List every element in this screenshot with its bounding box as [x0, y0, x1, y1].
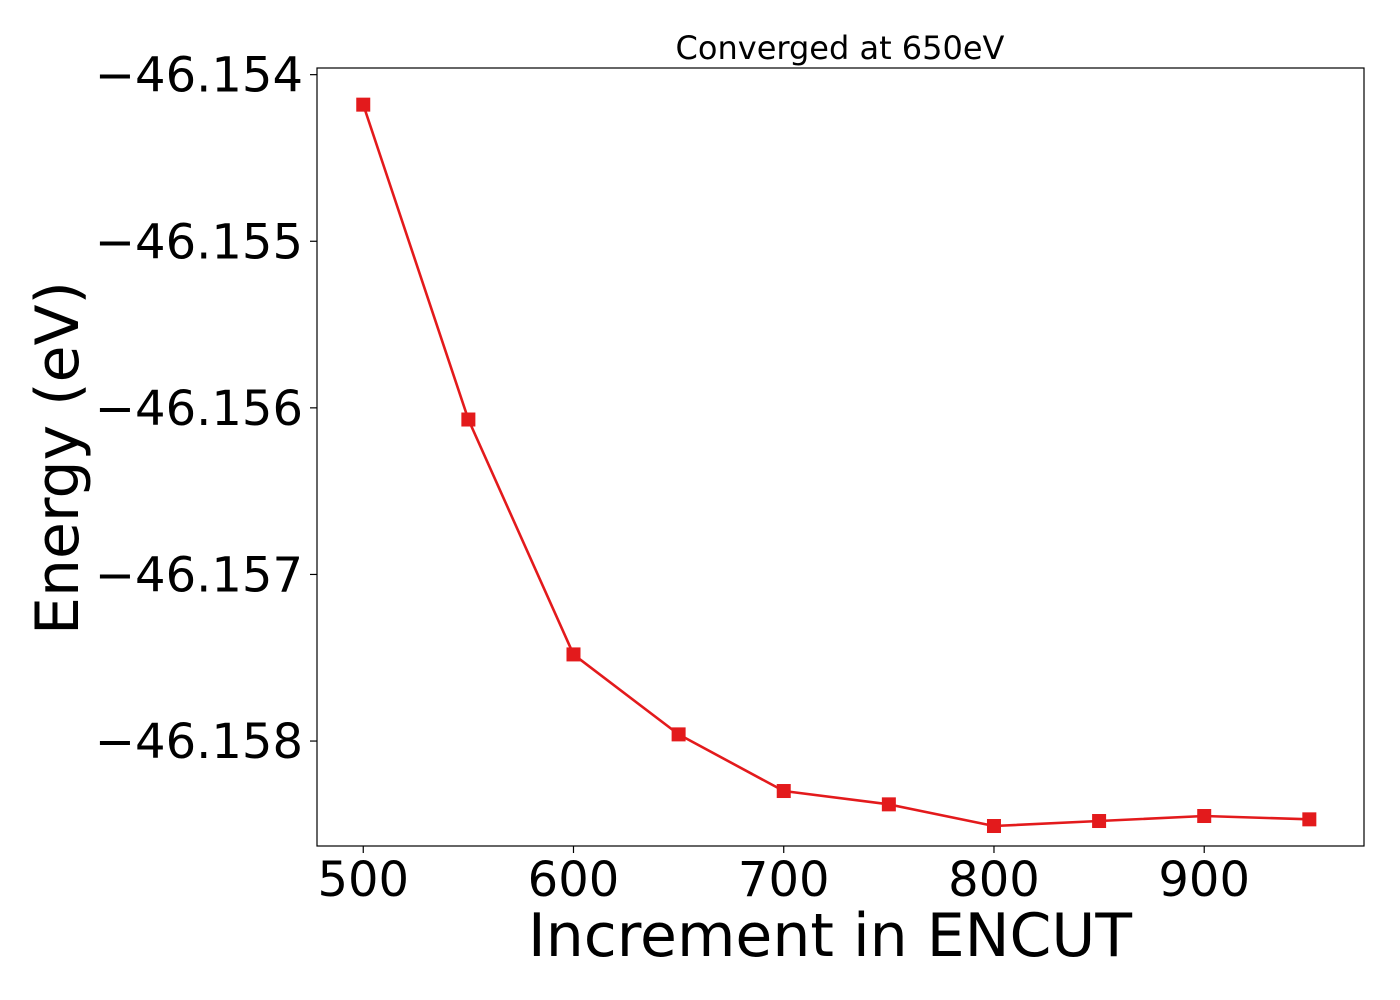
data-point-marker	[776, 784, 791, 799]
y-tick-label: −46.156	[95, 381, 303, 437]
series-line	[362, 104, 1310, 828]
data-point-marker	[1302, 812, 1317, 827]
x-tick-label: 900	[1158, 852, 1250, 908]
data-point-marker	[356, 97, 371, 112]
data-point-marker	[671, 727, 686, 742]
y-tick-label: −46.155	[95, 214, 303, 270]
y-tick-label: −46.157	[95, 547, 303, 603]
x-tick-label: 800	[948, 852, 1040, 908]
plot-frame	[316, 67, 1365, 847]
x-axis-title: Increment in ENCUT	[528, 901, 1132, 971]
y-tick-label: −46.154	[95, 48, 303, 104]
plot-area	[356, 97, 1317, 834]
x-tick-label: 700	[738, 852, 830, 908]
data-point-marker	[881, 797, 896, 812]
y-axis-ticks: −46.154 −46.155 −46.156 −46.157 −46.158	[95, 48, 317, 770]
data-point-marker	[461, 412, 476, 427]
y-axis-title: Energy (eV)	[23, 281, 93, 635]
x-axis-ticks: 500 600 700 800 900	[317, 846, 1250, 908]
y-tick-label: −46.158	[95, 714, 303, 770]
data-point-marker	[1092, 814, 1107, 829]
data-point-marker	[986, 819, 1001, 834]
data-point-marker	[1197, 809, 1212, 824]
x-tick-label: 600	[528, 852, 620, 908]
chart-title: Converged at 650eV	[676, 29, 1005, 67]
x-tick-label: 500	[317, 852, 409, 908]
data-point-marker	[566, 647, 581, 662]
